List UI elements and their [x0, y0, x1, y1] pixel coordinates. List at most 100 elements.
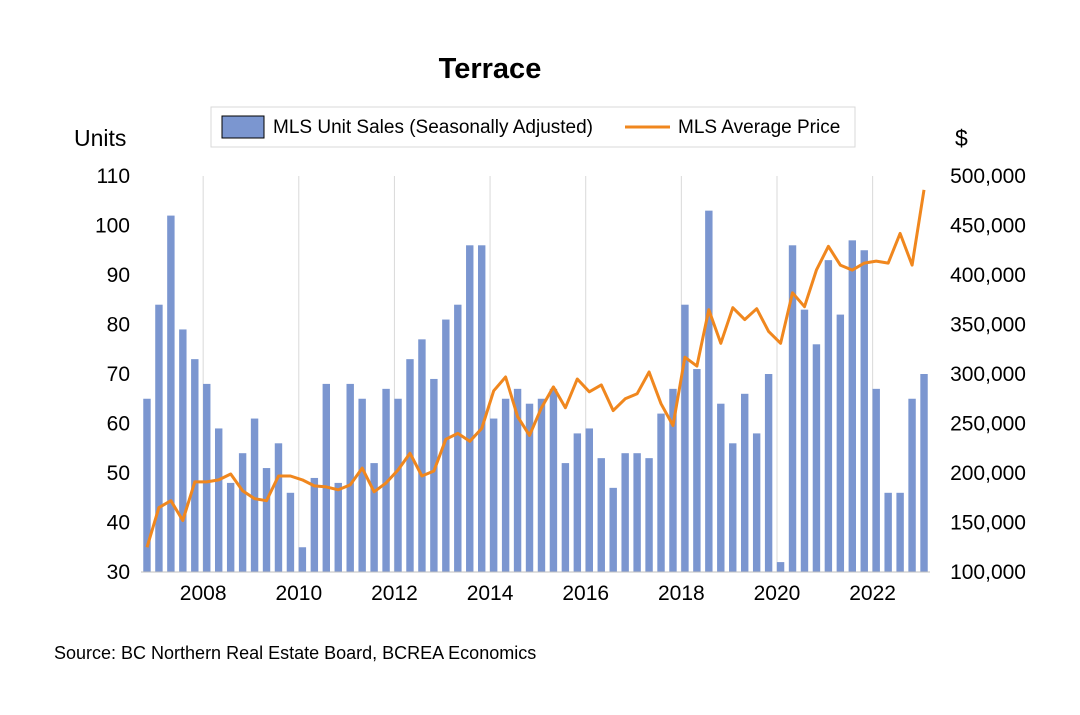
bar [836, 314, 845, 572]
bar [394, 398, 402, 572]
bar [812, 344, 821, 572]
bar [238, 453, 247, 572]
bar [370, 463, 378, 572]
y-left-axis-title: Units [74, 125, 126, 151]
y-right-ticks: 100,000 150,000 200,000 250,000 300,000 350,0… [950, 165, 1026, 584]
bar [346, 383, 354, 572]
x-tick-label: 2008 [180, 582, 227, 605]
bar [872, 388, 880, 572]
bar [489, 418, 498, 572]
bars [143, 210, 928, 573]
bar [203, 383, 211, 572]
bar [585, 428, 594, 572]
bar [573, 433, 582, 572]
legend-label-unit-sales: MLS Unit Sales (Seasonally Adjusted) [273, 117, 593, 138]
x-tick-label: 2010 [275, 582, 322, 605]
bar [406, 359, 414, 572]
bar [788, 245, 797, 573]
bar [776, 562, 785, 572]
bar [525, 403, 534, 572]
bar [167, 215, 175, 572]
bar [191, 359, 199, 572]
bar [693, 369, 701, 572]
y-right-tick-label: 150,000 [950, 512, 1026, 535]
x-tick-label: 2022 [849, 582, 896, 605]
x-tick-label: 2018 [658, 582, 705, 605]
bar [860, 250, 868, 572]
y-right-tick-label: 200,000 [950, 462, 1026, 485]
bar [286, 492, 295, 572]
legend-bar-swatch [221, 115, 265, 139]
bar [705, 210, 713, 572]
bar [633, 453, 641, 572]
y-left-tick-label: 70 [107, 363, 130, 386]
y-left-tick-label: 100 [95, 215, 130, 238]
x-tick-label: 2020 [754, 582, 801, 605]
bar [143, 398, 151, 572]
price-line [145, 189, 926, 548]
source-note: Source: BC Northern Real Estate Board, B… [54, 643, 536, 663]
bar [729, 443, 737, 572]
bar [274, 443, 283, 572]
y-right-tick-label: 350,000 [950, 314, 1026, 337]
bar [597, 458, 605, 572]
bar [466, 245, 474, 573]
bar [513, 388, 522, 572]
bar [561, 463, 570, 572]
bar [179, 329, 187, 572]
bar [752, 433, 761, 572]
bar [609, 487, 617, 572]
x-tick-label: 2016 [562, 582, 609, 605]
bar [621, 453, 629, 572]
bar [740, 393, 749, 572]
bar [310, 477, 319, 572]
bar [155, 304, 163, 572]
y-right-tick-label: 250,000 [950, 413, 1026, 436]
bar [358, 398, 366, 572]
x-ticks: 2008 2010 2012 2014 2016 2018 2020 2022 [180, 582, 896, 605]
legend-box [210, 106, 856, 148]
bar [800, 309, 809, 572]
bar [764, 374, 773, 572]
legend-label-average-price: MLS Average Price [678, 117, 840, 138]
bar [884, 492, 892, 572]
bar [430, 378, 438, 572]
bar [549, 388, 558, 572]
bar [454, 304, 462, 572]
bar [896, 492, 904, 572]
y-left-tick-label: 90 [107, 264, 130, 287]
bar [334, 482, 342, 572]
y-left-tick-label: 110 [97, 165, 130, 188]
y-left-tick-label: 60 [107, 413, 130, 436]
y-right-tick-label: 400,000 [950, 264, 1026, 287]
y-right-tick-label: 450,000 [950, 215, 1026, 238]
bar [681, 304, 689, 572]
bar [250, 418, 259, 572]
x-tick-label: 2012 [371, 582, 418, 605]
bar [537, 398, 546, 572]
bar [214, 428, 223, 572]
bar [418, 339, 426, 572]
bar [920, 374, 928, 572]
legend: MLS Unit Sales (Seasonally Adjusted) MLS… [210, 106, 856, 148]
y-left-ticks: 30 40 50 60 70 80 90 100 110 [95, 165, 130, 584]
y-right-tick-label: 500,000 [950, 165, 1026, 188]
bar [442, 319, 450, 572]
y-left-tick-label: 80 [107, 314, 130, 337]
bar [298, 547, 307, 572]
chart-title: Terrace [439, 53, 542, 85]
y-right-axis-title: $ [955, 125, 968, 151]
bar [262, 468, 271, 572]
y-left-tick-label: 40 [107, 512, 130, 535]
bar [669, 388, 677, 572]
bar [908, 398, 916, 572]
bar [645, 458, 653, 572]
y-left-tick-label: 30 [107, 561, 130, 584]
bar [717, 403, 725, 572]
bar [322, 383, 331, 572]
bar [848, 240, 857, 572]
y-right-tick-label: 300,000 [950, 363, 1026, 386]
x-tick-label: 2014 [467, 582, 514, 605]
bar [382, 388, 390, 572]
